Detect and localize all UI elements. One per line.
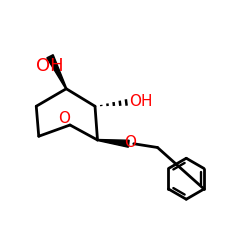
Text: O: O <box>58 111 70 126</box>
Text: O: O <box>124 135 136 150</box>
Text: OH: OH <box>130 94 153 109</box>
Text: OH: OH <box>36 57 63 75</box>
Polygon shape <box>47 55 67 89</box>
Polygon shape <box>98 140 129 147</box>
